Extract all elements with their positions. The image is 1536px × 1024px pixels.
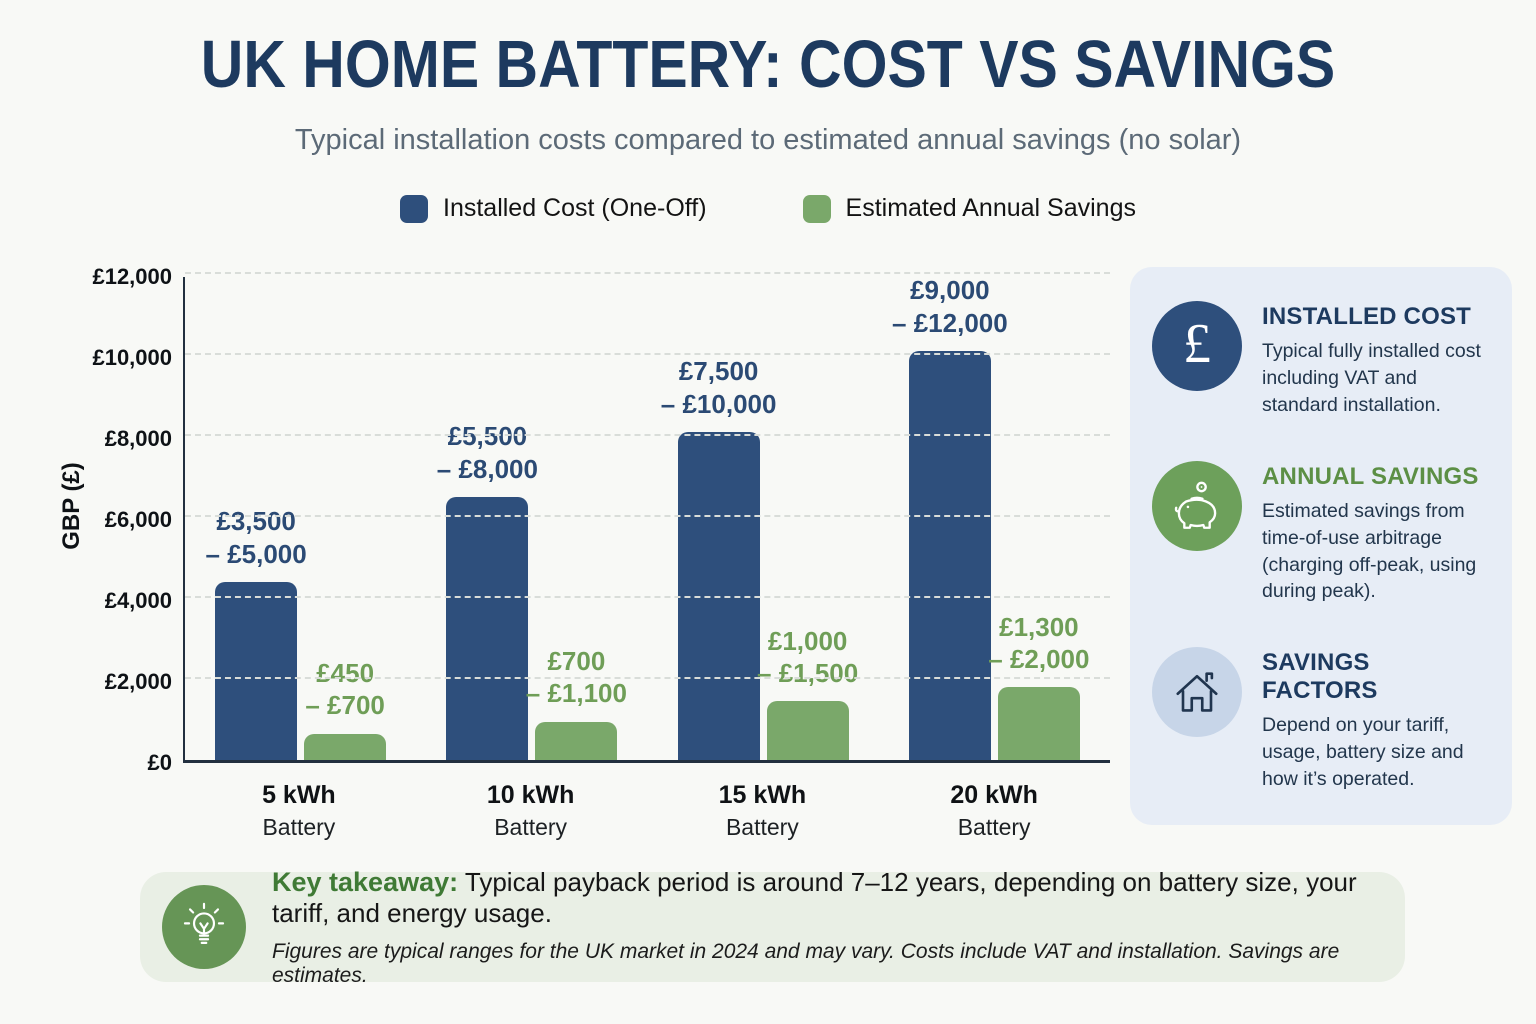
grid-line bbox=[185, 515, 1110, 517]
page-title: UK HOME BATTERY: COST VS SAVINGS bbox=[200, 27, 1336, 102]
sidebar-item-body: Depend on your tariff, usage, battery si… bbox=[1262, 714, 1464, 791]
sidebar-item-body: Typical fully installed cost including V… bbox=[1262, 340, 1481, 416]
category-label: 5 kWh Battery bbox=[262, 781, 336, 840]
bar-value-label: £450– £700 bbox=[305, 658, 385, 721]
legend: Installed Cost (One-Off) Estimated Annua… bbox=[0, 194, 1536, 223]
grid-line bbox=[185, 596, 1110, 598]
bar-group: £9,000– £12,000 £1,300– £2,000 bbox=[879, 275, 1110, 760]
pound-icon: £ bbox=[1152, 301, 1242, 391]
legend-label: Estimated Annual Savings bbox=[845, 194, 1136, 222]
plot-area: £3,500– £5,000 £450– £700 £5,500– £8,000 £7… bbox=[183, 272, 1110, 763]
grid-line bbox=[185, 353, 1110, 355]
bar-column: £700– £1,100 bbox=[526, 277, 627, 760]
bar-value-label: £3,500– £5,000 bbox=[205, 506, 307, 569]
lightbulb-icon bbox=[162, 885, 246, 969]
grid-line bbox=[185, 272, 1110, 274]
bar bbox=[908, 350, 991, 760]
takeaway-label: Key takeaway: bbox=[272, 866, 459, 897]
takeaway-panel: Key takeaway: Typical payback period is … bbox=[140, 867, 1405, 987]
sidebar-item-title: SAVINGS FACTORS bbox=[1262, 649, 1378, 705]
bar-value-label: £1,000– £1,500 bbox=[757, 625, 859, 689]
sidebar-panel: £ INSTALLED COST Typical fully installed… bbox=[1130, 267, 1512, 825]
bar-column: £1,000– £1,500 bbox=[757, 277, 858, 760]
bar bbox=[446, 496, 529, 760]
bar-column: £9,000– £12,000 bbox=[892, 275, 1008, 760]
sidebar-item-installed-cost: £ INSTALLED COST Typical fully installed… bbox=[1152, 301, 1490, 419]
bar bbox=[304, 733, 387, 760]
bar bbox=[997, 687, 1080, 760]
y-tick-label: £0 bbox=[147, 750, 172, 775]
category-label: 20 kWh Battery bbox=[950, 781, 1038, 840]
bar-group: £5,500– £8,000 £700– £1,100 bbox=[416, 277, 647, 760]
sidebar-item-savings-factors: SAVINGS FACTORS Depend on your tariff, u… bbox=[1152, 647, 1490, 793]
y-tick-label: £2,000 bbox=[104, 669, 172, 694]
legend-swatch-blue bbox=[400, 194, 428, 223]
bar-value-label: £1,300– £2,000 bbox=[988, 611, 1090, 674]
bar-value-label: £700– £1,100 bbox=[525, 646, 627, 709]
y-tick-label: £4,000 bbox=[104, 588, 172, 613]
bar bbox=[535, 721, 618, 760]
category-label: 10 kWh Battery bbox=[486, 781, 575, 840]
bar bbox=[677, 431, 760, 760]
page-subtitle: Typical installation costs compared to e… bbox=[294, 124, 1242, 156]
bar-group: £7,500– £10,000 £1,000– £1,500 bbox=[648, 277, 879, 760]
grid-line bbox=[185, 677, 1110, 679]
pound-glyph: £ bbox=[1183, 313, 1211, 375]
takeaway-text: Key takeaway: Typical payback period is … bbox=[272, 867, 1375, 988]
takeaway-footnote: Figures are typical ranges for the UK ma… bbox=[272, 939, 1340, 987]
bar-value-label: £9,000– £12,000 bbox=[892, 275, 1008, 338]
piggy-bank-icon bbox=[1152, 460, 1242, 551]
grid-line bbox=[185, 434, 1110, 436]
bar-groups: £3,500– £5,000 £450– £700 £5,500– £8,000 £7… bbox=[185, 275, 1110, 760]
bar-value-label: £7,500– £10,000 bbox=[660, 356, 777, 419]
y-tick-label: £8,000 bbox=[104, 426, 172, 451]
bar-column: £450– £700 bbox=[304, 277, 387, 760]
bar bbox=[766, 701, 849, 760]
takeaway-sentence: Typical payback period is around 7–12 ye… bbox=[272, 866, 1357, 928]
x-axis-labels: 5 kWh Battery 10 kWh Battery 15 kWh Battery 20… bbox=[183, 781, 1110, 841]
legend-swatch-green bbox=[802, 194, 831, 223]
bar-column: £3,500– £5,000 bbox=[206, 277, 307, 760]
house-icon bbox=[1152, 647, 1242, 738]
sidebar-item-annual-savings: ANNUAL SAVINGS Estimated savings from ti… bbox=[1152, 460, 1490, 606]
y-axis-ticks: £0 £2,000 £4,000 £6,000 £8,000 £10,000 £12,000 bbox=[60, 264, 172, 775]
legend-label: Installed Cost (One-Off) bbox=[443, 194, 707, 222]
legend-item-installed-cost: Installed Cost (One-Off) bbox=[400, 194, 707, 223]
bar-column: £7,500– £10,000 bbox=[661, 277, 776, 760]
bar bbox=[215, 581, 298, 760]
bar-group: £3,500– £5,000 £450– £700 bbox=[185, 277, 416, 760]
y-tick-label: £6,000 bbox=[104, 507, 172, 532]
bar-column: £5,500– £8,000 bbox=[437, 277, 538, 760]
sidebar-item-title: INSTALLED COST bbox=[1262, 303, 1472, 330]
y-tick-label: £12,000 bbox=[92, 264, 172, 289]
sidebar-item-body: Estimated savings from time-of-use arbit… bbox=[1262, 499, 1477, 603]
legend-item-annual-savings: Estimated Annual Savings bbox=[802, 194, 1136, 223]
y-tick-label: £10,000 bbox=[92, 345, 172, 370]
sidebar-item-title: ANNUAL SAVINGS bbox=[1262, 462, 1479, 490]
bar-column: £1,300– £2,000 bbox=[988, 277, 1089, 760]
bar-value-label: £5,500– £8,000 bbox=[436, 421, 538, 484]
category-label: 15 kWh Battery bbox=[718, 781, 807, 840]
